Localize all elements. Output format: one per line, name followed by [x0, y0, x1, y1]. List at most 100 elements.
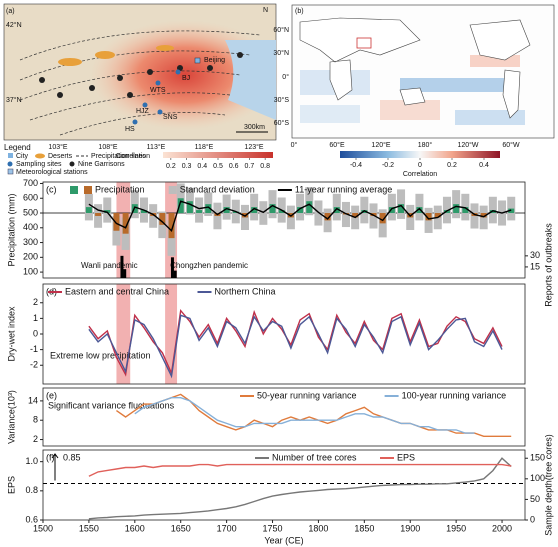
place-label: HS	[125, 126, 135, 133]
colorbar-tick-label: 0.6	[229, 163, 239, 170]
legend-label: Precipitation	[95, 184, 145, 194]
colorbar-tick-label: 0.2	[166, 163, 176, 170]
x-tick-label: 1500	[33, 523, 53, 533]
y-tick-label: 100	[23, 266, 38, 276]
std-bar	[470, 203, 479, 229]
bar	[480, 213, 487, 218]
x-tick-label: 1700	[217, 523, 237, 533]
colorbar-tick-label: -0.2	[382, 162, 394, 169]
bar	[278, 210, 285, 214]
legend-label: 100-year running variance	[402, 390, 507, 400]
x-tick-label: 1950	[446, 523, 466, 533]
y-tick-label: 8	[33, 415, 38, 425]
bar	[122, 213, 129, 234]
legend-item: Sampling sites	[16, 161, 62, 168]
panel-frame	[42, 449, 526, 521]
series-line	[88, 463, 512, 477]
threshold-arrow	[51, 453, 59, 481]
x-tick-label: 1800	[308, 523, 328, 533]
lon-label: 108°E	[98, 143, 117, 151]
panel-label: (c)	[46, 184, 57, 194]
lon-label: 60°W	[502, 141, 520, 149]
colorbar-tick-label: 0.8	[260, 163, 270, 170]
y-tick-label: 600	[23, 193, 38, 203]
y-tick-label: 14	[28, 395, 38, 405]
lat-label: 0°	[282, 73, 289, 81]
legend-swatch	[168, 186, 177, 194]
garrisons	[39, 52, 243, 98]
y2-tick-label: 50	[530, 494, 540, 504]
x-tick-label: 1750	[263, 523, 283, 533]
y2-axis-title: Sample depth(tree cores)	[543, 434, 553, 536]
std-bar	[424, 207, 433, 233]
panel-frame	[42, 181, 526, 279]
charts: 0.2 0.3 0.4 0.5 0.6 0.7 0.8 -0.4 -0.2 0 0.2 0.4 Wanl…	[6, 158, 553, 545]
panel-label: (b)	[295, 8, 304, 15]
threshold-label: 0.85	[63, 452, 81, 462]
x-tick-label: 1650	[171, 523, 191, 533]
y-tick-label: 400	[23, 222, 38, 232]
place-label: Beijing	[204, 57, 225, 64]
annotation: Extreme low precipitation	[50, 350, 151, 360]
panel: (f) 0.6 0.8 1.0 0 50 100 150 EPS Sample depth(tre…	[6, 434, 553, 545]
y-tick-label: 1	[33, 313, 38, 323]
lon-label: 113°E	[147, 143, 166, 151]
x-axis-title: Year (CE)	[264, 535, 303, 545]
legend-label: 50-year running variance	[257, 390, 357, 400]
lat-label: 42°N	[6, 21, 22, 29]
bar	[123, 269, 127, 278]
colorbar-tick-label: 0	[418, 162, 422, 169]
std-bar	[378, 209, 387, 238]
north-arrow: N	[263, 7, 268, 14]
legend-label: Eastern and central China	[65, 286, 169, 296]
bar	[140, 210, 147, 214]
lat-label: 37°N	[6, 96, 22, 104]
y-axis-title: Precipitation (mm)	[6, 193, 16, 266]
y-tick-label: -1	[30, 344, 38, 354]
bar	[196, 210, 203, 214]
precipitation-lines	[19, 30, 261, 136]
sea	[225, 40, 276, 120]
legend-label: Northern China	[215, 286, 276, 296]
y-axis-title: Variance(10³)	[6, 390, 16, 444]
legend-item: City	[16, 153, 29, 160]
legend-label: Standard deviation	[180, 184, 255, 194]
colorbar-tick-label: 0.4	[479, 162, 489, 169]
legend-swatch	[70, 186, 78, 194]
x-tick-label: 1600	[125, 523, 145, 533]
panel-label: (f)	[46, 452, 55, 462]
bar	[333, 207, 340, 214]
y-tick-label: 0.6	[25, 514, 38, 524]
bar	[223, 207, 230, 214]
bar	[173, 270, 177, 278]
bar	[205, 204, 212, 214]
std-bar	[488, 196, 497, 224]
bar	[168, 213, 175, 239]
bar	[159, 213, 166, 225]
bar	[120, 255, 124, 278]
bar	[416, 207, 423, 214]
y-tick-label: 1.0	[25, 456, 38, 466]
y2-tick-label: 30	[530, 250, 540, 260]
series-line	[134, 397, 475, 434]
lat-label: 60°N	[273, 26, 289, 34]
x-tick-label: 1850	[354, 523, 374, 533]
place-label: BJ	[182, 75, 190, 82]
pandemic-band	[165, 284, 178, 384]
legend-swatch	[69, 161, 75, 167]
lon-label: 120°W	[457, 141, 478, 149]
colorbar-label: Correlation	[116, 153, 150, 160]
panel-frame	[42, 387, 526, 447]
pandemic-label: Wanli pandemic	[81, 261, 138, 270]
legend-swatch	[84, 186, 92, 194]
lon-label: 123°E	[244, 143, 263, 151]
lon-label: 180°	[418, 141, 433, 149]
bar	[398, 204, 405, 214]
lat-label: 60°S	[274, 119, 290, 127]
y-tick-label: 200	[23, 252, 38, 262]
bar	[434, 213, 441, 218]
colorbar-tick-label: 0.2	[447, 162, 457, 169]
place-label: HJZ	[136, 108, 150, 115]
lat-label: 30°N	[273, 49, 289, 57]
colorbar-tick-label: 0.7	[245, 163, 255, 170]
